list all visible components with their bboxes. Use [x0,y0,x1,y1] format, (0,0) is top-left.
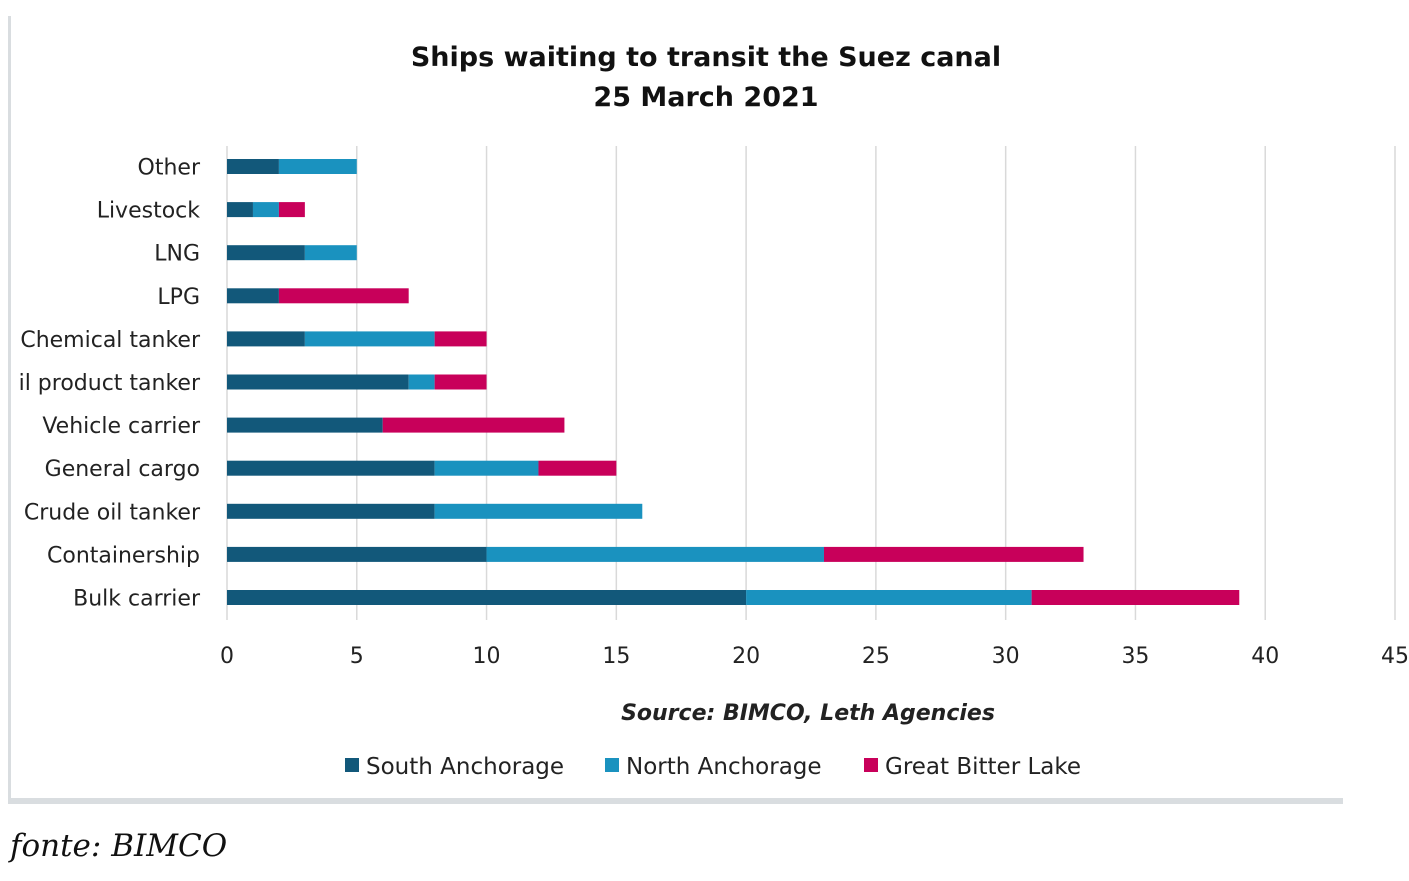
bar-segment [486,546,824,562]
bar-segment [746,590,1032,605]
category-label: Chemical tanker [20,328,201,353]
bar-segment [434,331,487,347]
figure-caption: fonte: BIMCO [10,828,228,864]
chart-title: Ships waiting to transit the Suez canal 2… [411,42,1001,113]
bar-segment [227,503,435,519]
category-label: LNG [154,242,200,267]
bar-segment [538,460,617,476]
x-tick-label: 45 [1381,644,1409,669]
bar-segment [382,417,565,433]
bar-segment [304,245,357,261]
category-label: Containership [47,543,200,568]
chart-title-line-2: 25 March 2021 [593,82,818,113]
bar-segment [304,331,435,347]
category-label: Other [138,156,201,181]
x-axis-ticks: 0 5 10 15 20 25 30 35 40 45 [220,644,1409,669]
bar-segment [252,202,279,218]
chart-frame [8,16,1343,804]
bar-segment [434,503,643,519]
legend-label: Great Bitter Lake [885,754,1081,780]
bars [227,159,1240,605]
legend-label: North Anchorage [626,754,822,780]
bar-segment [227,245,305,261]
bar-segment [278,202,305,218]
legend-swatch [345,758,359,772]
bar-segment [278,159,357,174]
legend: South Anchorage North Anchorage Great Bitt… [345,754,1081,780]
x-tick-label: 0 [220,644,234,669]
x-tick-label: 20 [732,644,760,669]
category-labels: Other Livestock LNG LPG Chemical tanker il pr… [19,156,201,612]
category-label: il product tanker [19,371,201,396]
bar-segment [1031,590,1240,605]
category-label: LPG [157,285,200,310]
bar-segment [408,374,435,390]
category-label: Livestock [97,199,201,224]
x-tick-label: 15 [602,644,630,669]
x-tick-label: 25 [862,644,890,669]
bar-segment [227,417,383,433]
bar-segment [434,374,487,390]
bar-segment [227,159,279,174]
chart-title-line-1: Ships waiting to transit the Suez canal [411,42,1001,73]
legend-label: South Anchorage [366,754,564,780]
bar-segment [227,546,487,562]
category-label: Bulk carrier [73,587,201,612]
category-label: Crude oil tanker [24,500,201,525]
bar-segment [227,590,747,605]
x-tick-label: 5 [350,644,364,669]
category-label: Vehicle carrier [42,414,201,439]
source-note: Source: BIMCO, Leth Agencies [621,701,995,726]
x-tick-label: 40 [1251,644,1279,669]
bar-segment [434,460,539,476]
bar-segment [227,288,279,304]
x-tick-label: 30 [992,644,1020,669]
x-tick-label: 35 [1121,644,1149,669]
bar-segment [823,546,1084,562]
bar-segment [278,288,409,304]
bar-segment [227,374,409,390]
legend-swatch [864,758,878,772]
x-tick-label: 10 [473,644,501,669]
bar-segment [227,460,435,476]
bar-segment [227,331,305,347]
bar-segment [227,202,253,218]
legend-swatch [605,758,619,772]
category-label: General cargo [45,457,200,482]
